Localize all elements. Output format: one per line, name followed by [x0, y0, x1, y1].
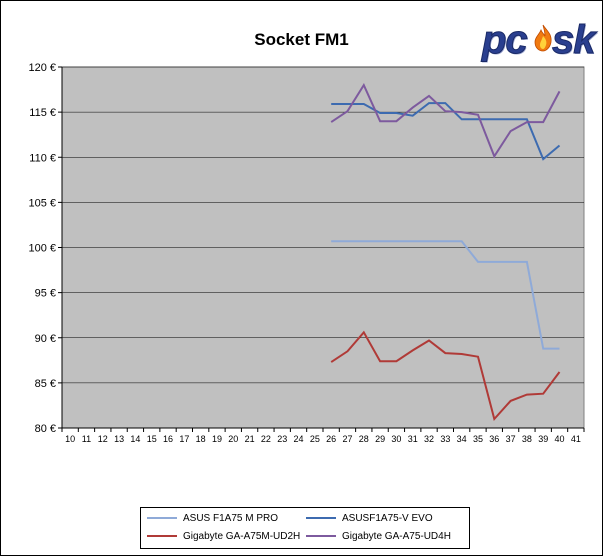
series-line-2 — [330, 330, 561, 422]
x-tick-label: 15 — [147, 434, 157, 444]
x-tick-label: 28 — [359, 434, 369, 444]
x-tick-label: 24 — [294, 434, 304, 444]
x-tick-label: 41 — [571, 434, 581, 444]
chart-title: Socket FM1 — [254, 30, 349, 49]
series-line-1 — [331, 102, 561, 161]
x-tick-label: 26 — [326, 434, 336, 444]
x-tick-label: 14 — [130, 434, 140, 444]
x-tick-label: 19 — [212, 434, 222, 444]
x-tick-label: 10 — [65, 434, 75, 444]
x-tick-label: 30 — [391, 434, 401, 444]
x-tick-label: 40 — [555, 434, 565, 444]
x-tick-label: 36 — [489, 434, 499, 444]
y-tick-label: 80 € — [35, 423, 56, 435]
legend-swatch — [306, 535, 336, 538]
y-tick-label: 105 € — [28, 197, 56, 209]
x-tick-label: 21 — [245, 434, 255, 444]
x-tick-label: 11 — [82, 434, 91, 444]
x-tick-label: 23 — [277, 434, 287, 444]
x-tick-label: 27 — [342, 434, 352, 444]
x-tick-label: 38 — [522, 434, 532, 444]
y-tick-label: 95 € — [35, 288, 56, 300]
legend-swatch — [306, 517, 336, 520]
legend-entry-gigabyte-ga-a75m-ud2h: Gigabyte GA-A75M-UD2H — [147, 529, 300, 545]
legend: ASUS F1A75 M PRO ASUSF1A75-V EVO Gigabyt… — [140, 507, 470, 549]
y-tick-label: 90 € — [35, 333, 56, 345]
legend-swatch — [147, 517, 177, 520]
x-tick-label: 12 — [98, 434, 108, 444]
y-tick-label: 85 € — [35, 378, 56, 390]
x-tick-label: 17 — [179, 434, 189, 444]
series-line-0 — [331, 240, 560, 350]
x-tick-label: 18 — [196, 434, 206, 444]
x-tick-label: 37 — [506, 434, 516, 444]
x-tick-label: 35 — [473, 434, 483, 444]
flame-icon — [534, 24, 552, 52]
x-tick-label: 31 — [408, 434, 418, 444]
pcask-logo: pc sk — [482, 18, 596, 63]
y-tick-label: 120 € — [28, 62, 56, 74]
legend-swatch — [147, 535, 177, 538]
y-tick-label: 100 € — [28, 243, 56, 255]
x-tick-label: 32 — [424, 434, 434, 444]
legend-entry-gigabyte-ga-a75-ud4h: Gigabyte GA-A75-UD4H — [306, 529, 451, 545]
y-tick-label: 115 € — [29, 107, 56, 119]
x-tick-label: 39 — [538, 434, 548, 444]
legend-entry-asusf1a75-v-evo: ASUSF1A75-V EVO — [306, 511, 433, 527]
series-line-3 — [330, 82, 561, 159]
x-tick-label: 25 — [310, 434, 320, 444]
x-tick-label: 34 — [457, 434, 467, 444]
x-tick-label: 13 — [114, 434, 124, 444]
x-tick-label: 22 — [261, 434, 271, 444]
legend-entry-asus-f1a75-m-pro: ASUS F1A75 M PRO — [147, 511, 278, 527]
x-tick-label: 33 — [440, 434, 450, 444]
y-tick-label: 110 € — [29, 152, 56, 164]
x-tick-label: 20 — [228, 434, 238, 444]
x-tick-label: 29 — [375, 434, 385, 444]
x-tick-label: 16 — [163, 434, 173, 444]
